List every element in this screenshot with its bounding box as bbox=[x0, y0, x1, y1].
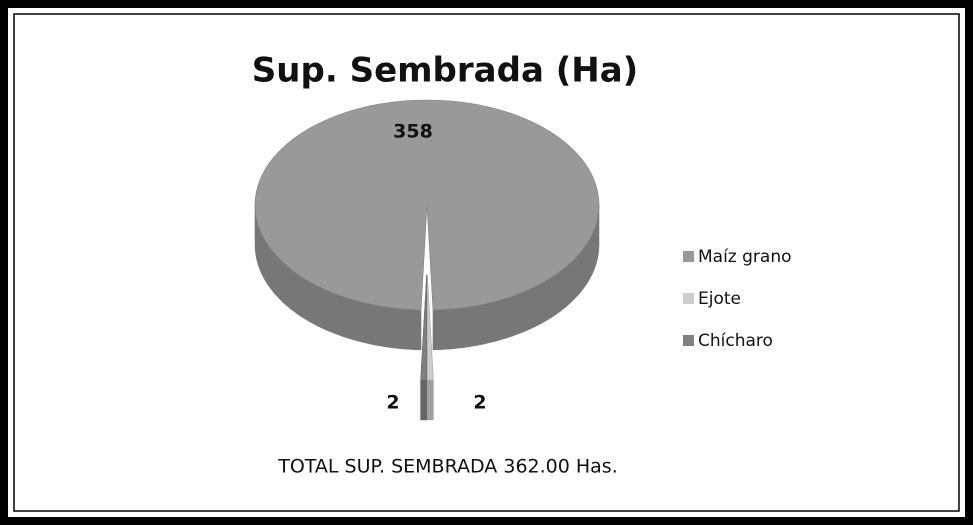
pie-slice bbox=[254, 99, 600, 311]
legend-swatch bbox=[683, 293, 694, 304]
chart-title: Sup. Sembrada (Ha) bbox=[252, 51, 638, 91]
legend-label: Chícharo bbox=[698, 331, 773, 351]
total-annotation: TOTAL SUP. SEMBRADA 362.00 Has. bbox=[277, 456, 618, 478]
inner-frame bbox=[13, 13, 960, 512]
legend-label: Ejote bbox=[698, 289, 741, 309]
data-label: 2 bbox=[386, 392, 399, 414]
legend-swatch bbox=[683, 335, 694, 346]
pie-slice bbox=[427, 274, 434, 381]
data-label: 358 bbox=[393, 121, 433, 143]
legend-swatch bbox=[683, 251, 694, 262]
data-label: 2 bbox=[473, 392, 486, 414]
pie-slice bbox=[420, 274, 427, 381]
legend-label: Maíz grano bbox=[698, 247, 792, 267]
pie-side bbox=[427, 379, 434, 421]
pie-side bbox=[420, 379, 427, 421]
